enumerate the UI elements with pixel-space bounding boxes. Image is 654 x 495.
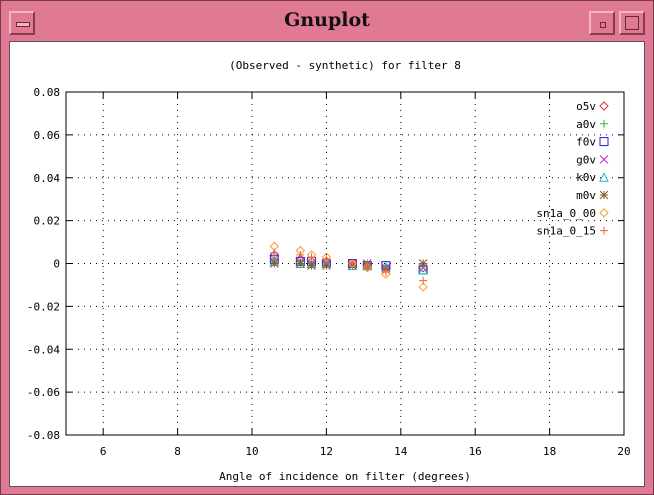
data-point-sn1a_0_15	[296, 250, 305, 259]
data-point-sn1a_0_15	[419, 276, 428, 285]
data-point-m0v	[307, 261, 316, 270]
legend-label-m0v: m0v	[576, 189, 596, 202]
y-tick-label: -0.02	[27, 300, 60, 313]
scatter-plot: (Observed - synthetic) for filter 8 6 8 10 1…	[27, 59, 631, 483]
x-axis-label: Angle of incidence on filter (degrees)	[219, 470, 471, 483]
y-tick-label: 0.02	[34, 215, 61, 228]
y-tick-label: 0.08	[34, 86, 61, 99]
legend-label-g0v: g0v	[576, 153, 596, 166]
x-tick-label: 8	[174, 445, 181, 458]
data-point-m0v	[296, 259, 305, 268]
data-point-k0v	[418, 264, 428, 275]
legend-label-sn1a_0_15: sn1a_0_15	[536, 225, 596, 238]
x-tick-label: 18	[543, 445, 556, 458]
legend-label-a0v: a0v	[576, 118, 596, 131]
data-point-sn1a_0_15	[270, 248, 279, 257]
legend-label-k0v: k0v	[576, 171, 596, 184]
legend-marker-sn1a_0_15	[600, 226, 608, 235]
data-point-sn1a_0_00	[362, 263, 373, 273]
data-point-sn1a_0_15	[348, 259, 357, 268]
x-tick-label: 16	[469, 445, 482, 458]
y-tick-label: 0.06	[34, 129, 61, 142]
plot-frame	[65, 91, 625, 436]
legend-marker-sn1a_0_00	[599, 208, 609, 218]
title-bar[interactable]: Gnuplot	[5, 5, 649, 37]
legend-marker-o5v	[599, 101, 609, 111]
x-tick-label: 20	[617, 445, 630, 458]
y-tick-label: 0	[53, 258, 60, 271]
x-tick-label: 12	[320, 445, 333, 458]
legend-marker-k0v	[599, 172, 609, 182]
window-menu-button[interactable]	[9, 11, 35, 35]
data-point-sn1a_0_00	[418, 282, 428, 292]
data-point-m0v	[269, 259, 279, 268]
legend-label-sn1a_0_00: sn1a_0_00	[536, 207, 596, 220]
y-tick-label: -0.04	[27, 343, 60, 356]
window-title: Gnuplot	[284, 9, 370, 31]
legend-marker-g0v	[599, 155, 609, 164]
x-tick-label: 6	[100, 445, 107, 458]
maximize-button[interactable]	[619, 11, 645, 35]
data-point-m0v	[418, 259, 428, 268]
chart-title: (Observed - synthetic) for filter 8	[229, 59, 461, 72]
legend-label-o5v: o5v	[576, 100, 596, 113]
x-tick-label: 14	[394, 445, 408, 458]
legend-marker-m0v	[599, 190, 609, 200]
y-tick-label: -0.06	[27, 386, 60, 399]
plot-canvas: (Observed - synthetic) for filter 8 6 8 10 1…	[9, 41, 645, 487]
data-point-sn1a_0_15	[307, 253, 316, 262]
y-tick-label: -0.08	[27, 429, 60, 442]
minimize-button[interactable]	[589, 11, 615, 35]
y-tick-label: 0.04	[34, 172, 61, 185]
data-point-sn1a_0_15	[322, 255, 331, 264]
legend-label-f0v: f0v	[576, 136, 596, 149]
x-tick-label: 10	[245, 445, 258, 458]
data-point-m0v	[322, 261, 331, 270]
legend-marker-a0v	[600, 119, 608, 128]
legend-marker-f0v	[599, 137, 609, 147]
data-point-sn1a_0_00	[381, 269, 391, 279]
data-point-sn1a_0_15	[363, 261, 372, 270]
data-point-sn1a_0_15	[381, 268, 390, 277]
